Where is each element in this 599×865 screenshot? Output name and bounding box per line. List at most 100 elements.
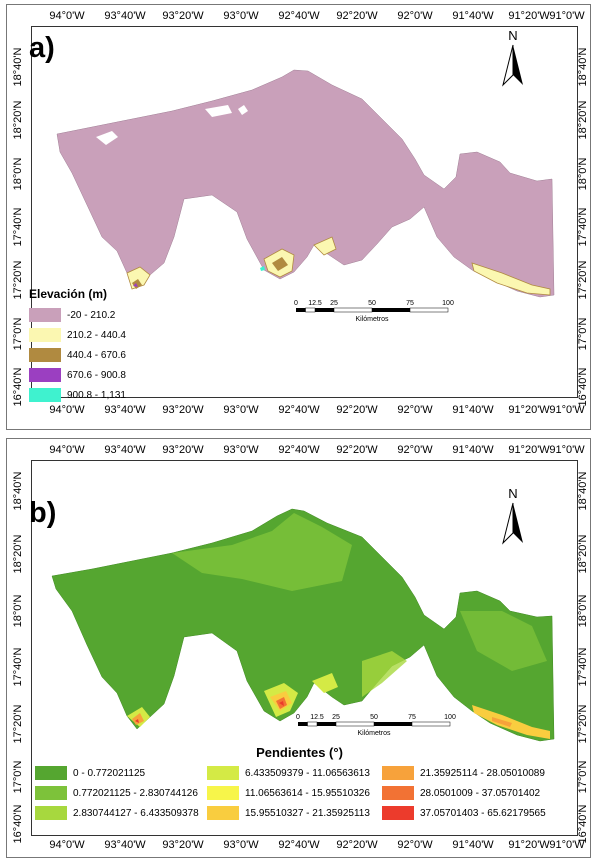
- lagoon: [205, 105, 232, 117]
- longitude-tick: 91°40'W: [452, 444, 494, 456]
- north-arrow-icon: N: [502, 486, 523, 545]
- legend-title: Elevación (m): [29, 287, 108, 301]
- longitude-tick: 92°0'W: [397, 404, 433, 416]
- svg-text:0: 0: [296, 714, 300, 721]
- longitude-tick: 93°0'W: [223, 404, 259, 416]
- longitude-tick: 93°40'W: [104, 839, 146, 851]
- svg-text:Kilómetros: Kilómetros: [357, 730, 391, 737]
- scale-bar: 0 12.5 25 50 75 100 Kilómetros: [296, 714, 456, 737]
- longitude-tick: 94°0'W: [49, 10, 85, 22]
- longitude-tick: 91°40'W: [452, 839, 494, 851]
- longitude-tick: 91°40'W: [452, 404, 494, 416]
- longitude-tick: 91°0'W: [549, 404, 585, 416]
- legend-item: 15.95510327 - 21.35925113: [207, 806, 370, 820]
- svg-text:Kilómetros: Kilómetros: [355, 316, 389, 323]
- svg-text:12.5: 12.5: [308, 300, 322, 307]
- svg-text:100: 100: [442, 300, 454, 307]
- slope-zone: [492, 717, 512, 727]
- longitude-tick: 93°20'W: [162, 444, 204, 456]
- longitude-tick: 93°20'W: [162, 10, 204, 22]
- lagoon: [96, 131, 118, 145]
- legend-item: 2.830744127 - 6.433509378: [35, 806, 199, 820]
- longitude-tick: 93°0'W: [223, 10, 259, 22]
- legend-item: 37.05701403 - 65.62179565: [382, 806, 546, 820]
- longitude-tick: 92°40'W: [278, 404, 320, 416]
- legend-item: 900.8 - 1,131: [29, 388, 126, 402]
- svg-text:12.5: 12.5: [310, 714, 324, 721]
- legend-item: 28.0501009 - 37.05701402: [382, 786, 540, 800]
- highland-elevation: [132, 279, 142, 289]
- slope-zone: [460, 611, 547, 671]
- longitude-tick: 92°20'W: [336, 404, 378, 416]
- slope-zone: [135, 719, 139, 723]
- slope-map: [51, 508, 555, 742]
- lagoon: [238, 105, 248, 115]
- legend-item: 440.4 - 670.6: [29, 348, 126, 362]
- tabasco-region: [56, 69, 555, 298]
- highland-elevation: [133, 283, 138, 287]
- longitude-tick: 91°0'W: [549, 10, 585, 22]
- svg-text:0: 0: [294, 300, 298, 307]
- elevation-map: [56, 69, 555, 298]
- scale-bar: 0 12.5 25 50 75 100 Kilómetros: [294, 300, 454, 323]
- highland-elevation: [260, 266, 265, 271]
- highland-elevation: [272, 257, 288, 271]
- longitude-tick: 91°0'W: [549, 444, 585, 456]
- legend-item: 6.433509379 - 11.06563613: [207, 766, 370, 780]
- longitude-tick: 93°20'W: [162, 404, 204, 416]
- longitude-tick: 91°20'W: [508, 10, 550, 22]
- longitude-tick: 92°0'W: [397, 444, 433, 456]
- elevation-map-panel: 94°0'W 93°40'W 93°20'W 93°0'W 92°40'W 92…: [6, 4, 591, 430]
- panel-label: a): [29, 32, 55, 64]
- legend-item: -20 - 210.2: [29, 308, 115, 322]
- longitude-tick: 91°20'W: [508, 404, 550, 416]
- legend-item: 11.06563614 - 15.95510326: [207, 786, 370, 800]
- longitude-tick: 93°40'W: [104, 444, 146, 456]
- tabasco-region: [51, 508, 555, 742]
- legend-title: Pendientes (°): [256, 745, 343, 760]
- slope-map-frame: [31, 460, 578, 836]
- longitude-tick: 91°0'W: [549, 839, 585, 851]
- longitude-tick: 92°40'W: [278, 839, 320, 851]
- longitude-tick: 93°40'W: [104, 10, 146, 22]
- north-label: N: [508, 486, 517, 501]
- elevation-map-frame: [31, 26, 578, 398]
- longitude-tick: 92°0'W: [397, 839, 433, 851]
- svg-text:25: 25: [330, 300, 338, 307]
- longitude-tick: 93°20'W: [162, 839, 204, 851]
- highland-elevation: [313, 236, 337, 256]
- slope-zone: [312, 673, 338, 693]
- highland-elevation: [471, 262, 551, 296]
- panel-label: b): [29, 497, 57, 529]
- legend-item: 670.6 - 900.8: [29, 368, 126, 382]
- slope-zone: [172, 513, 352, 591]
- north-label: N: [508, 28, 517, 43]
- legend-item: 0.772021125 - 2.830744126: [35, 786, 198, 800]
- svg-text:100: 100: [444, 714, 456, 721]
- svg-text:75: 75: [408, 714, 416, 721]
- svg-text:50: 50: [370, 714, 378, 721]
- longitude-tick: 94°0'W: [49, 839, 85, 851]
- longitude-tick: 93°40'W: [104, 404, 146, 416]
- longitude-tick: 94°0'W: [49, 444, 85, 456]
- slope-zone: [472, 705, 550, 739]
- legend-item: 0 - 0.772021125: [35, 766, 145, 780]
- longitude-tick: 93°0'W: [223, 444, 259, 456]
- longitude-tick: 92°20'W: [336, 839, 378, 851]
- slope-map-panel: 94°0'W 93°40'W 93°20'W 93°0'W 92°40'W 92…: [6, 438, 591, 858]
- slope-zone: [362, 651, 407, 697]
- longitude-tick: 94°0'W: [49, 404, 85, 416]
- legend-item: 210.2 - 440.4: [29, 328, 126, 342]
- longitude-tick: 91°20'W: [508, 444, 550, 456]
- longitude-tick: 91°20'W: [508, 839, 550, 851]
- longitude-tick: 92°20'W: [336, 444, 378, 456]
- longitude-tick: 93°0'W: [223, 839, 259, 851]
- longitude-tick: 92°40'W: [278, 444, 320, 456]
- longitude-tick: 92°20'W: [336, 10, 378, 22]
- svg-text:50: 50: [368, 300, 376, 307]
- longitude-tick: 91°40'W: [452, 10, 494, 22]
- north-arrow-icon: N: [502, 28, 523, 87]
- legend-item: 21.35925114 - 28.05010089: [382, 766, 545, 780]
- longitude-tick: 92°0'W: [397, 10, 433, 22]
- svg-text:75: 75: [406, 300, 414, 307]
